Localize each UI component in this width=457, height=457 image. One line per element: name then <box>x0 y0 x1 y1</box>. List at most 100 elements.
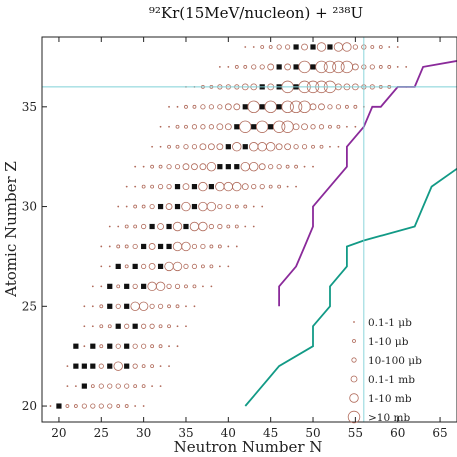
legend-marker <box>347 410 361 424</box>
nuclide-mark <box>167 324 171 329</box>
nuclide-mark <box>276 44 282 50</box>
nuclide-mark <box>98 383 104 389</box>
nuclide-mark <box>191 263 198 270</box>
nuclide-mark <box>225 203 231 210</box>
nuclide-mark <box>175 124 180 129</box>
y-ticks: 20 25 30 35 <box>22 100 47 413</box>
nuclide-mark <box>124 264 129 269</box>
nuclide-mark-filled <box>293 44 299 50</box>
nuclide-mark <box>198 181 208 192</box>
nuclide-mark <box>124 323 130 329</box>
nuclide-mark <box>284 63 292 71</box>
nuclide-mark <box>244 225 247 228</box>
nuclide-mark-filled <box>310 64 316 70</box>
nuclide-mark <box>232 181 242 192</box>
nuclide-mark-filled <box>124 363 130 369</box>
nuclide-mark-filled <box>115 323 121 329</box>
nuclide-mark <box>165 203 173 210</box>
nuclide-mark <box>168 105 170 108</box>
nuclide-mark <box>202 285 204 288</box>
nuclide-mark <box>141 223 147 230</box>
nuclide-mark <box>261 205 264 208</box>
nuclide-mark <box>115 383 121 389</box>
nuclide-mark <box>303 165 306 168</box>
nuclide-mark <box>90 403 96 409</box>
boundary-line-upper <box>278 60 457 307</box>
legend-marker <box>350 375 358 383</box>
nuclide-mark <box>141 184 146 189</box>
nuclide-mark-filled <box>225 144 231 150</box>
nuclide-mark <box>115 343 121 349</box>
nuclide-mark <box>295 185 297 188</box>
nuclide-mark-filled <box>73 343 79 349</box>
nuclide-mark <box>157 223 164 230</box>
chart-title: ⁹²Kr(15MeV/nucleon) + ²³⁸U <box>149 4 363 22</box>
nuclide-mark <box>200 104 206 110</box>
nuclide-mark-filled <box>149 223 155 230</box>
nuclide-mark <box>124 224 129 229</box>
nuclide-mark <box>223 181 234 192</box>
nuclide-mark <box>210 285 213 288</box>
nuclide-mark <box>167 304 171 309</box>
plot-area <box>49 42 408 409</box>
nuclide-mark <box>192 284 197 289</box>
nuclide-mark <box>125 205 128 208</box>
nuclide-mark <box>176 105 179 108</box>
nuclide-mark <box>378 45 383 49</box>
nuclide-mark <box>159 125 162 128</box>
nuclide-mark-filled <box>132 263 138 270</box>
nuclide-mark <box>91 285 94 288</box>
nuclide-mark <box>337 145 340 148</box>
nuclide-mark <box>174 283 181 289</box>
nuclide-mark-filled <box>124 343 130 349</box>
nuclide-mark-filled <box>174 184 181 190</box>
nuclide-mark <box>234 204 239 209</box>
nuclide-mark <box>309 103 317 111</box>
nuclide-mark <box>168 365 170 368</box>
x-ticks: 20 25 30 35 40 45 50 55 60 65 <box>51 37 448 440</box>
nuclide-mark <box>332 60 345 74</box>
nuclide-mark-filled <box>141 283 147 289</box>
nuclide-mark <box>49 405 52 407</box>
y-tick-label: 35 <box>22 100 37 114</box>
nuclide-mark <box>310 124 316 130</box>
nuclide-mark <box>315 60 328 74</box>
nuclide-mark <box>172 261 183 272</box>
nuclide-mark <box>243 204 248 209</box>
nuclide-mark <box>336 124 341 129</box>
nuclide-mark-filled <box>81 363 87 369</box>
nuclide-mark <box>378 65 383 69</box>
nuclide-mark-filled <box>234 164 240 170</box>
nuclide-mark <box>141 343 147 349</box>
nuclide-mark <box>133 204 138 209</box>
reference-lines <box>42 37 457 422</box>
nuclide-mark <box>344 104 349 109</box>
nuclide-mark <box>191 124 198 130</box>
nuclide-mark <box>201 264 205 269</box>
nuclide-mark-filled <box>251 124 257 130</box>
nuclide-mark <box>66 365 69 368</box>
nuclide-mark <box>172 221 183 232</box>
nuclide-mark <box>268 45 273 49</box>
nuclide-mark <box>108 245 111 248</box>
nuclide-mark <box>99 344 104 349</box>
nuclide-mark <box>99 304 104 309</box>
nuclide-mark <box>181 241 191 252</box>
nuclide-mark-filled <box>124 303 130 309</box>
nuclide-mark <box>100 285 103 288</box>
nuclide-mark <box>200 124 206 130</box>
nuclide-mark <box>256 120 269 133</box>
nuclide-mark <box>138 301 149 312</box>
nuclide-mark <box>168 125 170 128</box>
nuclide-mark <box>268 164 274 170</box>
nuclide-mark <box>218 66 221 68</box>
nuclide-mark <box>316 42 327 52</box>
nuclide-mark <box>218 265 221 268</box>
nuclide-mark <box>354 125 357 128</box>
nuclide-mark <box>285 164 290 169</box>
nuclide-mark <box>141 323 147 329</box>
nuclide-mark <box>216 143 224 151</box>
nuclide-mark <box>327 104 333 110</box>
nuclide-mark-filled <box>166 243 172 250</box>
nuclide-mark <box>345 125 348 128</box>
